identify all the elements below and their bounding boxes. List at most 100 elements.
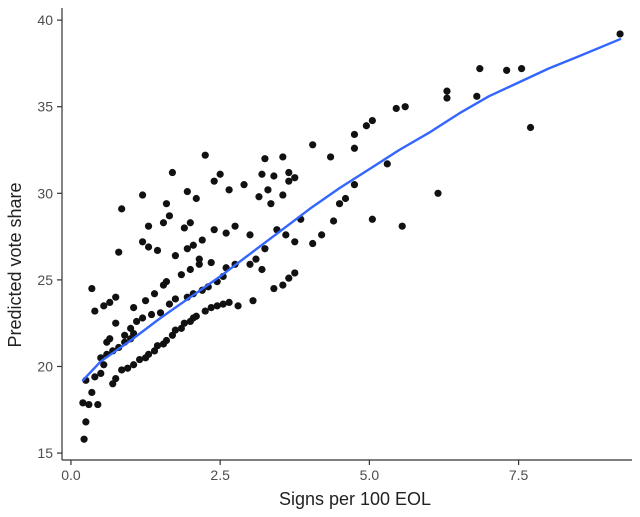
data-points	[79, 30, 624, 443]
data-point	[210, 177, 218, 185]
data-point	[195, 260, 203, 268]
data-point	[147, 310, 156, 319]
data-point	[162, 336, 171, 345]
x-tick-label: 0.0	[61, 467, 81, 483]
data-point	[171, 295, 180, 303]
y-tick-label: 25	[37, 272, 53, 288]
data-point	[476, 65, 484, 73]
data-point	[201, 151, 209, 159]
data-point	[183, 245, 191, 253]
trend-layer	[81, 38, 622, 382]
data-point	[318, 231, 326, 239]
data-point	[350, 144, 359, 152]
data-point	[159, 219, 168, 227]
data-point	[350, 181, 359, 189]
data-point	[141, 297, 150, 305]
trend-line	[81, 38, 622, 382]
axes	[61, 8, 632, 461]
data-point	[383, 160, 391, 168]
data-point	[526, 123, 535, 132]
data-point	[177, 271, 185, 279]
data-point	[156, 309, 165, 317]
data-point	[144, 222, 153, 230]
data-point	[201, 307, 209, 315]
data-point	[153, 246, 162, 255]
data-point	[443, 87, 451, 95]
data-point	[267, 200, 275, 208]
data-point	[225, 298, 233, 307]
x-tick-label: 7.5	[509, 467, 529, 483]
data-point	[118, 205, 126, 213]
data-point	[252, 255, 260, 263]
data-point	[279, 281, 287, 289]
data-point	[341, 194, 350, 203]
data-point	[100, 302, 108, 310]
data-point	[279, 153, 287, 161]
data-point	[222, 229, 230, 237]
data-point	[246, 231, 254, 239]
data-point	[291, 238, 299, 246]
data-point	[326, 153, 335, 161]
data-point	[210, 226, 218, 234]
data-point	[91, 307, 99, 315]
data-point	[195, 255, 203, 263]
data-point	[192, 194, 200, 203]
data-point	[291, 174, 299, 182]
data-point	[88, 284, 96, 293]
ticks: 0.0 2.5 5.0 7.5 15 20 25 30 35 40	[37, 12, 528, 483]
y-axis-title: Predicted vote share	[5, 182, 25, 347]
data-point	[112, 375, 120, 383]
data-point	[186, 219, 194, 227]
data-point	[144, 243, 153, 251]
data-point	[258, 265, 266, 274]
data-point	[144, 350, 153, 358]
data-point	[133, 317, 141, 326]
data-point	[207, 304, 215, 312]
data-point	[150, 290, 159, 298]
data-point	[219, 300, 227, 308]
data-point	[216, 170, 224, 178]
data-point	[94, 400, 102, 409]
data-point	[162, 200, 171, 208]
data-point	[368, 116, 376, 125]
data-point	[115, 248, 123, 256]
data-point	[189, 241, 197, 249]
data-point	[282, 231, 290, 239]
data-point	[130, 361, 138, 369]
data-point	[291, 269, 299, 277]
data-point	[270, 172, 278, 180]
data-point	[234, 302, 242, 310]
data-point	[240, 181, 248, 189]
data-point	[434, 189, 442, 197]
data-point	[285, 177, 293, 185]
data-point	[121, 331, 129, 339]
data-point	[118, 366, 126, 374]
data-point	[165, 212, 174, 220]
data-point	[180, 224, 188, 232]
data-point	[130, 304, 138, 312]
data-point	[264, 186, 272, 194]
y-tick-label: 20	[37, 358, 53, 374]
data-point	[180, 319, 188, 327]
data-point	[329, 217, 338, 225]
y-tick-label: 30	[37, 185, 53, 201]
data-point	[213, 302, 221, 310]
y-tick-label: 15	[37, 445, 53, 461]
data-point	[207, 258, 215, 267]
data-point	[473, 92, 481, 100]
data-point	[106, 298, 114, 307]
data-point	[616, 30, 624, 38]
data-point	[258, 170, 266, 178]
data-point	[368, 215, 376, 223]
data-point	[309, 239, 317, 248]
data-point	[183, 187, 191, 196]
data-point	[88, 388, 96, 397]
data-point	[350, 130, 359, 139]
data-point	[138, 314, 147, 322]
data-point	[503, 66, 511, 74]
data-point	[225, 186, 233, 194]
data-point	[186, 265, 194, 274]
data-point	[231, 222, 239, 230]
data-point	[112, 319, 120, 327]
